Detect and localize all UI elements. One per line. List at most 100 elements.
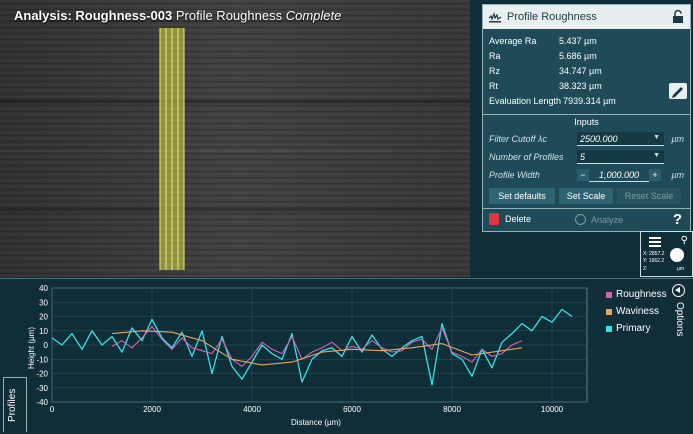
legend-primary[interactable]: Primary	[606, 320, 667, 337]
stat-ra: Ra 5.686 µm	[489, 48, 684, 63]
options-label: Options	[674, 302, 685, 337]
y-tick-label: -40	[36, 398, 48, 407]
stat-label: Rz	[489, 65, 500, 76]
legend-label: Primary	[616, 323, 651, 334]
legend-roughness[interactable]: Roughness	[606, 286, 667, 303]
analysis-title: Analysis: Roughness-003 Profile Roughnes…	[14, 8, 341, 23]
y-axis-label: Height (µm)	[27, 327, 36, 369]
roughness-icon	[489, 11, 501, 22]
stat-rz: Rz 34.747 µm	[489, 63, 684, 78]
x-axis-label: Distance (µm)	[291, 418, 341, 427]
chevron-left-icon	[672, 284, 685, 297]
series-line-waviness	[111, 330, 523, 366]
filter-cutoff-unit: µm	[671, 134, 684, 144]
coord-x: X: 2857.2	[643, 251, 665, 257]
x-tick-label: 4000	[243, 405, 261, 414]
profile-width-value[interactable]: 1,000.000	[589, 169, 649, 182]
stat-label: Average Ra	[489, 35, 537, 46]
options-tab[interactable]: Options	[670, 284, 690, 364]
x-tick-label: 8000	[443, 405, 461, 414]
stat-label: Rt	[489, 80, 498, 91]
y-tick-label: 40	[39, 284, 48, 293]
legend-label: Waviness	[616, 306, 659, 317]
stat-average-ra: Average Ra 5.437 µm	[489, 33, 684, 48]
profile-width-row: Profile Width − 1,000.000 + µm	[483, 166, 690, 184]
mini-toolbar[interactable]: ⚲ X: 2857.2 Y: 1662.2 Z: µm	[640, 231, 693, 277]
stat-label: Ra	[489, 50, 501, 61]
analysis-status: Complete	[285, 8, 342, 23]
reset-scale-button[interactable]: Reset Scale	[617, 188, 681, 204]
trash-icon	[489, 213, 499, 225]
analysis-name: Analysis: Roughness-003	[14, 8, 173, 23]
profile-width-stepper: − 1,000.000 +	[577, 169, 661, 182]
magnifier-icon	[575, 214, 586, 225]
chart-series	[51, 308, 573, 386]
panel-buttons: Set defaults Set Scale Reset Scale	[483, 184, 690, 208]
stat-value: 5.686 µm	[559, 50, 597, 61]
profiles-tab[interactable]: Profiles	[3, 377, 27, 432]
stats-list: Average Ra 5.437 µm Ra 5.686 µm Rz 34.747 µ…	[483, 29, 690, 108]
chart-legend: Roughness Waviness Primary	[606, 286, 667, 337]
surface-texture	[0, 0, 470, 277]
decrement-button[interactable]: −	[577, 169, 589, 181]
inputs-heading: Inputs	[574, 117, 599, 127]
filter-cutoff-label: Filter Cutoff λc	[489, 134, 547, 144]
list-icon-line	[649, 237, 661, 239]
legend-waviness[interactable]: Waviness	[606, 303, 667, 320]
chart-grid	[51, 287, 588, 403]
panel-title: Profile Roughness	[507, 11, 597, 23]
stat-value: 34.747 µm	[559, 65, 602, 76]
list-icon-line	[649, 241, 661, 243]
chevron-down-icon: ▼	[653, 134, 660, 141]
stat-label: Evaluation Length	[489, 95, 562, 106]
number-of-profiles-value: 5	[580, 151, 586, 162]
legend-swatch	[606, 291, 612, 298]
unlock-icon[interactable]	[672, 10, 684, 23]
legend-label: Roughness	[616, 289, 667, 300]
panel-header: Profile Roughness	[483, 5, 690, 29]
filter-cutoff-value: 2500.000	[580, 133, 618, 144]
list-icon-line	[649, 245, 661, 247]
increment-button[interactable]: +	[649, 169, 661, 181]
analyze-label: Analyze	[591, 214, 624, 225]
set-defaults-button[interactable]: Set defaults	[489, 188, 555, 204]
edit-pencil-icon[interactable]	[669, 83, 687, 99]
y-tick-label: -30	[36, 384, 48, 393]
coord-z: Z:	[643, 266, 648, 272]
stat-value: 7939.314 µm	[563, 95, 616, 106]
profile-lines-overlay[interactable]	[159, 28, 185, 270]
divider	[483, 208, 690, 209]
delete-button[interactable]: Delete	[489, 213, 531, 225]
stat-value: 38.323 µm	[559, 80, 602, 91]
surface-image[interactable]: Analysis: Roughness-003 Profile Roughnes…	[0, 0, 470, 277]
probe-dot-icon	[670, 248, 684, 262]
pin-icon[interactable]: ⚲	[680, 235, 688, 246]
set-scale-button[interactable]: Set Scale	[559, 188, 613, 204]
number-of-profiles-label: Number of Profiles	[489, 152, 564, 162]
legend-swatch	[606, 308, 612, 315]
y-tick-label: -20	[36, 370, 48, 379]
series-line-primary	[51, 308, 573, 386]
number-of-profiles-select[interactable]: 5 ▼	[577, 150, 664, 164]
y-tick-label: 0	[44, 341, 49, 350]
stat-evaluation-length: Evaluation Length 7939.314 µm	[489, 93, 684, 108]
y-tick-label: 30	[39, 298, 48, 307]
analyze-button[interactable]: Analyze	[575, 214, 623, 225]
help-button[interactable]: ?	[672, 211, 682, 228]
series-line-roughness	[111, 325, 523, 367]
panel-actions: Delete Analyze ?	[483, 209, 690, 231]
profiles-label: Profiles	[7, 388, 18, 422]
profile-roughness-panel: Profile Roughness Average Ra 5.437 µm Ra 5…	[482, 4, 691, 232]
legend-swatch	[606, 325, 612, 332]
profile-width-label: Profile Width	[489, 170, 540, 180]
filter-cutoff-row: Filter Cutoff λc 2500.000 ▼ µm	[483, 130, 690, 148]
number-of-profiles-row: Number of Profiles 5 ▼	[483, 148, 690, 166]
delete-label: Delete	[505, 214, 532, 224]
filter-cutoff-select[interactable]: 2500.000 ▼	[577, 132, 664, 146]
y-tick-label: -10	[36, 355, 48, 364]
profile-width-unit: µm	[671, 170, 684, 180]
divider	[483, 114, 690, 115]
y-tick-label: 20	[39, 313, 48, 322]
